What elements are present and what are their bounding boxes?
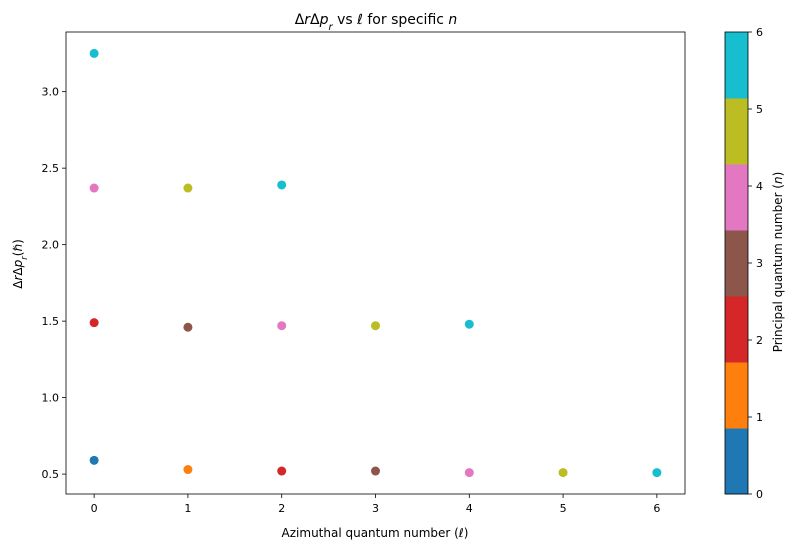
x-tick-label: 1: [184, 502, 191, 515]
x-tick-label: 6: [653, 502, 660, 515]
data-point: [89, 48, 99, 58]
data-point: [277, 321, 287, 331]
colorbar-segment: [725, 296, 748, 363]
colorbar-segment: [725, 428, 748, 495]
plot-area: 0 1 2 3 4 5 6 0.5 1.0 1.5 2.0 2.5 3.0: [42, 31, 686, 515]
colorbar-segment: [725, 362, 748, 429]
colorbar-segment: [725, 98, 748, 165]
colorbar-tick-label: 1: [756, 411, 763, 424]
y-tick-label: 2.5: [42, 162, 60, 175]
colorbar-tick-label: 6: [756, 26, 763, 39]
data-point: [183, 465, 193, 475]
x-tick-label: 3: [372, 502, 379, 515]
colorbar: 0 1 2 3 4 5 6: [724, 26, 763, 501]
data-point: [464, 468, 474, 478]
y-tick-label: 2.0: [42, 239, 60, 252]
data-point: [89, 183, 99, 193]
colorbar-tick-label: 0: [756, 488, 763, 501]
data-point: [652, 468, 662, 478]
data-point: [464, 319, 474, 329]
y-tick-label: 1.0: [42, 392, 60, 405]
plot-frame: [65, 31, 686, 495]
colorbar-tick-label: 2: [756, 334, 763, 347]
x-tick-label: 5: [560, 502, 567, 515]
x-tick-label: 2: [278, 502, 285, 515]
data-point: [371, 321, 380, 331]
data-point: [277, 466, 287, 476]
y-tick-label: 3.0: [42, 86, 60, 99]
data-point: [277, 180, 287, 190]
colorbar-segment: [725, 164, 748, 231]
data-point: [558, 468, 568, 478]
x-axis-label: Azimuthal quantum number (ℓ): [282, 526, 469, 540]
colorbar-tick-label: 3: [756, 257, 763, 270]
chart-title: ΔrΔpr vs ℓ for specific n: [295, 12, 458, 33]
colorbar-tick-label: 5: [756, 103, 763, 116]
colorbar-tick-label: 4: [756, 180, 763, 193]
colorbar-segment: [725, 230, 748, 297]
data-point: [89, 455, 99, 465]
data-point: [183, 183, 193, 193]
y-tick-label: 0.5: [42, 468, 60, 481]
x-tick-label: 0: [91, 502, 98, 515]
colorbar-segment: [725, 32, 748, 99]
data-point: [89, 318, 99, 328]
x-tick-label: 4: [466, 502, 473, 515]
y-tick-label: 1.5: [42, 315, 60, 328]
y-axis-label: ΔrΔpr(ℏ): [11, 239, 30, 289]
data-point: [371, 466, 380, 476]
data-point: [183, 322, 193, 332]
colorbar-label: Principal quantum number (n): [771, 172, 785, 353]
